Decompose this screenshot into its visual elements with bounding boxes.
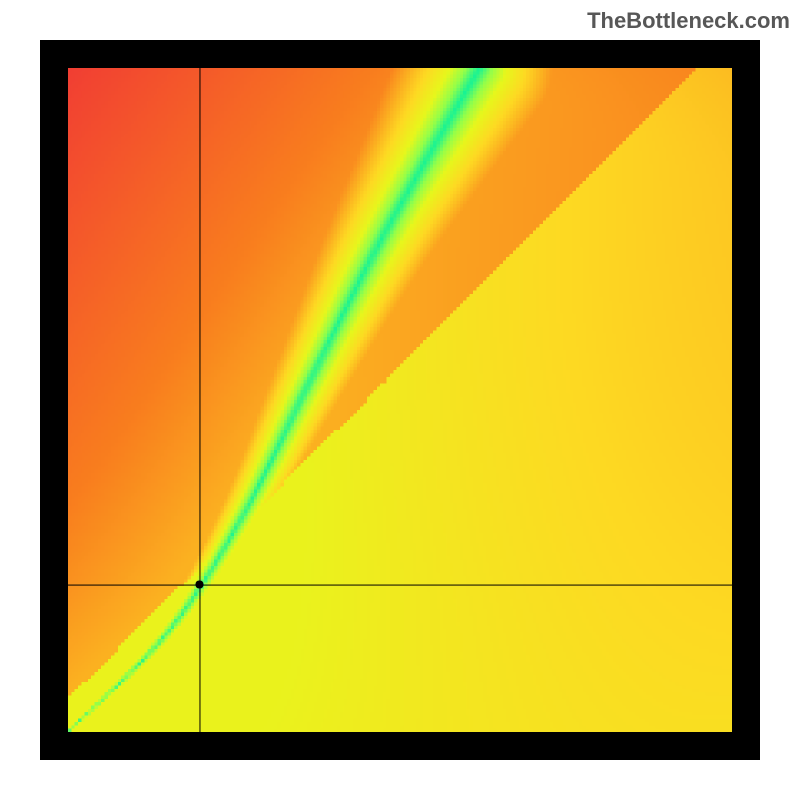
chart-container (40, 40, 760, 760)
watermark-text: TheBottleneck.com (587, 8, 790, 34)
crosshair-overlay (68, 68, 732, 732)
